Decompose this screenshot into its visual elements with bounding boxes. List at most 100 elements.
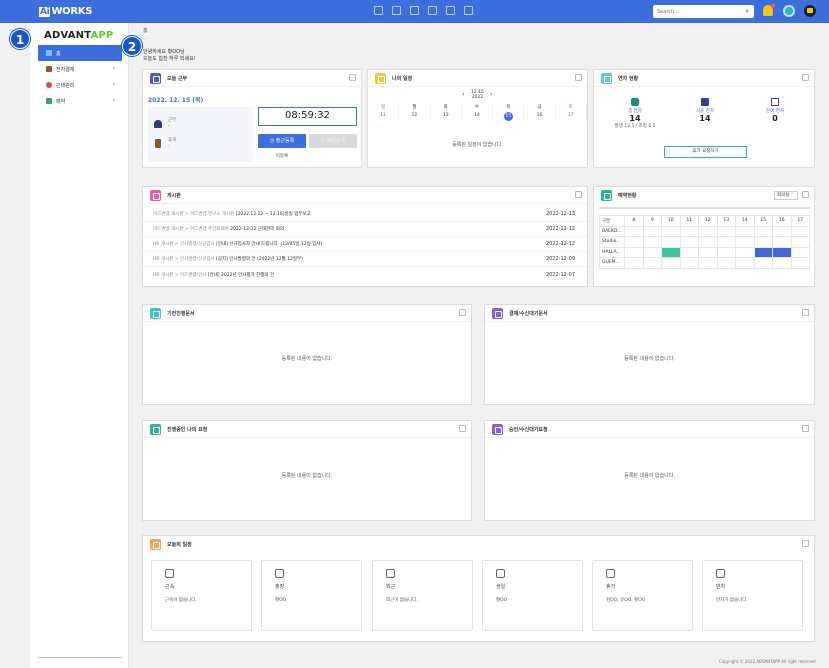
- chart-icon[interactable]: [374, 6, 383, 15]
- reservation-slot[interactable]: [698, 236, 718, 248]
- reservation-slot[interactable]: [772, 225, 792, 237]
- board-row[interactable]: HR 게시판 > 어드밴앱/인사 [안내] 2022년 인사평가 진행의 건 20…: [143, 267, 587, 282]
- board-row-text: 어드밴앱 게시판 > 어드밴앱 연구소 게시판 [2022.12.12 ~ 12…: [153, 211, 311, 217]
- today-item-vacation[interactable]: 휴가 김OO, 유OO, 황OO: [592, 560, 693, 631]
- reservation-slot[interactable]: [642, 257, 662, 269]
- checkin-button[interactable]: ◷ 출근등록: [258, 134, 306, 148]
- reservation-slot[interactable]: [790, 246, 810, 258]
- reservation-slot-booked[interactable]: [661, 246, 681, 258]
- card-menu-icon[interactable]: [802, 425, 809, 432]
- reservation-slot[interactable]: [679, 246, 699, 258]
- card-menu-icon[interactable]: [459, 425, 466, 432]
- reservation-slot[interactable]: [716, 246, 736, 258]
- contacts-icon[interactable]: [446, 6, 455, 15]
- reservation-slot[interactable]: [790, 236, 810, 248]
- reservation-slot[interactable]: [735, 257, 755, 269]
- card-menu-icon[interactable]: [459, 309, 466, 316]
- scrollbar-track[interactable]: [599, 207, 810, 209]
- today-item-trip[interactable]: 출장 황OO: [261, 560, 362, 631]
- reservation-slot[interactable]: [642, 236, 662, 248]
- plane-icon: [275, 569, 284, 578]
- reservation-slot[interactable]: [698, 225, 718, 237]
- checkout-button-label: 퇴근등록: [326, 138, 346, 144]
- brand-logo[interactable]: ADVANTAPP: [44, 30, 113, 41]
- today-item-desc: 근속이 없습니다.: [165, 598, 197, 603]
- reservation-slot-booked[interactable]: [772, 246, 792, 258]
- reservation-slot[interactable]: [679, 225, 699, 237]
- reservation-slot[interactable]: [716, 236, 736, 248]
- sidebar-item-reservation[interactable]: 예약 ‹: [38, 93, 122, 109]
- card-menu-icon[interactable]: [349, 74, 356, 81]
- reservation-slot[interactable]: [661, 225, 681, 237]
- gear-icon[interactable]: [783, 5, 795, 17]
- room-type-value: 회의실: [777, 193, 790, 198]
- reservation-slot[interactable]: [661, 257, 681, 269]
- leave-remain-label: 잔여 연차: [766, 109, 784, 114]
- reservation-slot[interactable]: [679, 257, 699, 269]
- card-menu-icon[interactable]: [802, 540, 809, 547]
- reservation-slot[interactable]: [679, 236, 699, 248]
- prev-week-icon[interactable]: ‹: [462, 91, 465, 98]
- reservation-slot[interactable]: [624, 225, 644, 237]
- reservation-slot[interactable]: [753, 236, 773, 248]
- reservation-slot[interactable]: [790, 225, 810, 237]
- room-type-select[interactable]: 회의실 ˅: [774, 191, 798, 200]
- today-item-halfday[interactable]: 반차 반차가 없습니다.: [702, 560, 803, 631]
- today-item-birthday[interactable]: 생일 황OO: [482, 560, 583, 631]
- sidebar-item-attendance[interactable]: 근태관리 ‹: [38, 77, 122, 93]
- board-icon[interactable]: [410, 6, 419, 15]
- reservation-slot[interactable]: [642, 225, 662, 237]
- bell-icon[interactable]: [763, 4, 775, 16]
- card-menu-icon[interactable]: [575, 74, 582, 81]
- sidebar-item-approval[interactable]: 전자결재 ‹: [38, 61, 122, 77]
- reservation-slot[interactable]: [624, 236, 644, 248]
- calendar-day[interactable]: 수 14: [462, 104, 494, 121]
- card-menu-icon[interactable]: [575, 191, 582, 198]
- reservation-slot[interactable]: [698, 257, 718, 269]
- board-row[interactable]: HR 게시판 > 인사발령/신규입사 [공지] 인사발령의 건 (2022년 1…: [143, 252, 587, 267]
- reservation-slot[interactable]: [716, 225, 736, 237]
- reservation-slot[interactable]: [642, 246, 662, 258]
- board-row[interactable]: 어드밴앱 게시판 > 어드밴앱 연구소 게시판 [2022.12.12 ~ 12…: [143, 207, 587, 222]
- reservation-slot[interactable]: [753, 257, 773, 269]
- sidebar-item-home[interactable]: 홈: [38, 45, 122, 61]
- calendar-day[interactable]: 월 12: [399, 104, 431, 121]
- today-item-outside[interactable]: 외근 외근이 없습니다.: [372, 560, 473, 631]
- reservation-slot-booked[interactable]: [753, 246, 773, 258]
- chat-icon[interactable]: [804, 5, 816, 17]
- card-title: 나의 일정: [392, 75, 413, 82]
- calendar-icon[interactable]: [428, 6, 437, 15]
- board-row[interactable]: 어드밴앱 게시판 > 어드밴앱 주간회의록 2022-12-12 근태관리 회의…: [143, 222, 587, 237]
- calendar-day[interactable]: 일 11: [368, 104, 400, 121]
- card-menu-icon[interactable]: [802, 309, 809, 316]
- card-menu-icon[interactable]: [802, 74, 809, 81]
- leave-request-button[interactable]: 휴가 요청하기: [664, 146, 747, 158]
- today-item-service[interactable]: 근속 근속이 없습니다.: [151, 560, 252, 631]
- search-icon[interactable]: ⌕: [745, 7, 749, 15]
- calendar-day[interactable]: 화 13: [431, 104, 462, 121]
- board-row[interactable]: HR 게시판 > 인사발령/신규입사 [안내] 신규입사자 안내 드립니다. (…: [143, 237, 587, 252]
- reservation-slot[interactable]: [753, 225, 773, 237]
- card-menu-icon[interactable]: [802, 191, 809, 198]
- app-logo[interactable]: Ai WORKS: [39, 6, 92, 17]
- calendar-day-today[interactable]: 목 15: [493, 104, 525, 121]
- reservation-slot[interactable]: [772, 257, 792, 269]
- reservation-slot[interactable]: [735, 236, 755, 248]
- reservation-slot[interactable]: [698, 246, 718, 258]
- reservation-slot[interactable]: [735, 246, 755, 258]
- reservation-slot[interactable]: [716, 257, 736, 269]
- calendar-day[interactable]: 금 16: [524, 104, 556, 121]
- next-week-icon[interactable]: ›: [490, 91, 493, 98]
- approval-icon[interactable]: [392, 6, 401, 15]
- reservation-slot[interactable]: [624, 246, 644, 258]
- reservation-slot[interactable]: [772, 236, 792, 248]
- approve-icon: [492, 423, 503, 435]
- list-icon[interactable]: [464, 6, 473, 15]
- checkout-button[interactable]: ◷ 퇴근등록: [309, 134, 357, 148]
- search-input[interactable]: [653, 5, 733, 18]
- calendar-day[interactable]: 토 17: [556, 104, 587, 121]
- reservation-slot[interactable]: [735, 225, 755, 237]
- reservation-slot[interactable]: [624, 257, 644, 269]
- reservation-slot[interactable]: [661, 236, 681, 248]
- reservation-slot[interactable]: [790, 257, 810, 269]
